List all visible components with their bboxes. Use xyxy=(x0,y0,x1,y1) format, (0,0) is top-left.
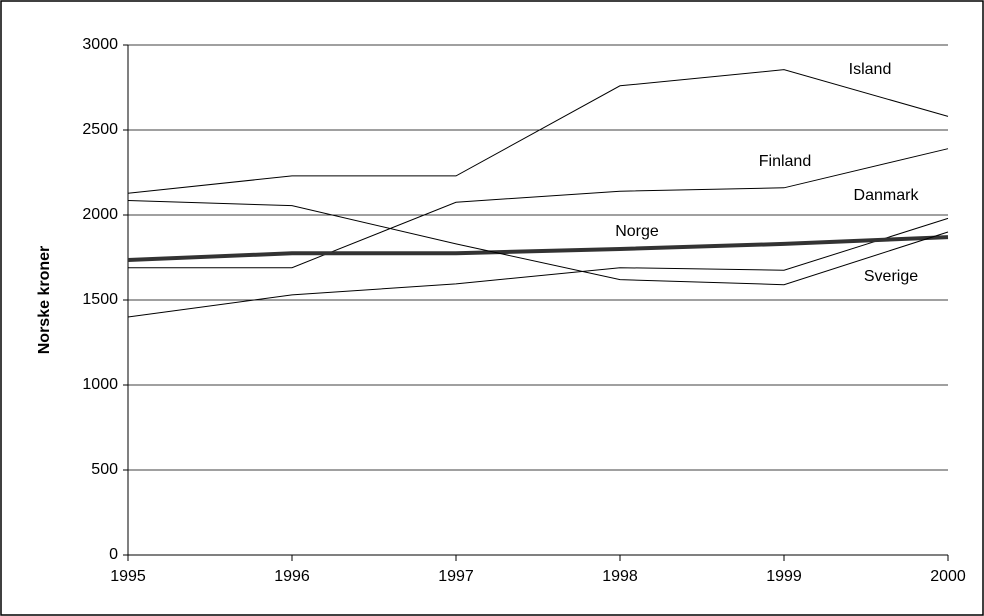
y-tick-label: 0 xyxy=(109,546,118,563)
x-tick-label: 1997 xyxy=(438,568,474,585)
series-label: Island xyxy=(849,61,892,78)
y-tick-label: 1000 xyxy=(82,376,118,393)
x-tick-label: 2000 xyxy=(930,568,966,585)
series-label: Sverige xyxy=(864,268,918,285)
x-tick-label: 1995 xyxy=(110,568,146,585)
y-tick-label: 3000 xyxy=(82,36,118,53)
y-tick-label: 2500 xyxy=(82,121,118,138)
x-tick-label: 1999 xyxy=(766,568,802,585)
series-line xyxy=(128,148,949,269)
series-line xyxy=(127,200,949,286)
y-tick-label: 1500 xyxy=(82,291,118,308)
series-line xyxy=(127,69,949,194)
y-tick-label: 500 xyxy=(91,461,118,478)
series-line xyxy=(127,217,949,318)
y-axis-label: Norske kroner xyxy=(36,246,53,355)
series-label: Danmark xyxy=(854,187,920,204)
series-line xyxy=(127,235,949,263)
series-label: Finland xyxy=(759,153,811,170)
y-tick-label: 2000 xyxy=(82,206,118,223)
x-tick-label: 1996 xyxy=(274,568,310,585)
x-tick-label: 1998 xyxy=(602,568,638,585)
series-label: Norge xyxy=(615,223,659,240)
